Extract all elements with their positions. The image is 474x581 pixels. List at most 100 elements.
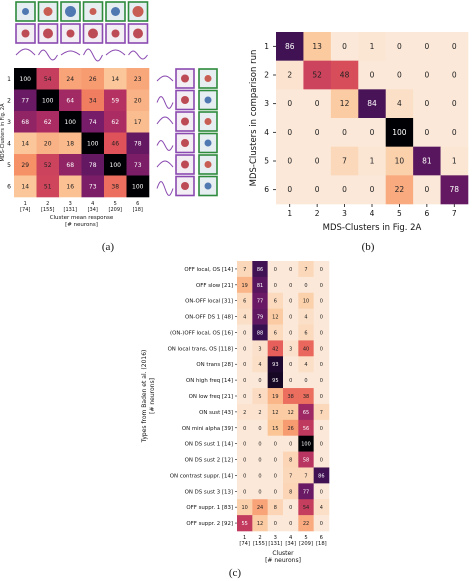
y-tick-label: 2 xyxy=(7,97,11,104)
x-tick-label: 6 xyxy=(320,535,323,541)
y-tick-label: ON high freq [14] xyxy=(186,378,233,384)
cell-value: 7 xyxy=(304,267,307,273)
cell-value: 16 xyxy=(66,183,74,190)
cell-value: 17 xyxy=(134,119,142,126)
cell-value: 0 xyxy=(243,426,246,432)
cell-value: 0 xyxy=(320,330,323,336)
heatmap-cell xyxy=(313,324,330,341)
heatmap-cell xyxy=(303,146,332,176)
heatmap-cell xyxy=(298,372,314,389)
cell-value: 6 xyxy=(274,299,277,305)
cell-value: 34 xyxy=(89,97,97,104)
cell-value: 86 xyxy=(285,42,295,51)
cell-value: 68 xyxy=(21,119,29,126)
heatmap-cell xyxy=(298,419,314,437)
heatmap-cell xyxy=(252,276,268,294)
heatmap-cell xyxy=(330,175,359,205)
heatmap-cell xyxy=(267,261,284,278)
temporal-trace xyxy=(83,48,103,62)
heatmap-cell xyxy=(413,175,441,205)
heatmap-cell xyxy=(252,308,268,325)
heatmap-cell xyxy=(267,419,284,437)
heatmap-cell xyxy=(14,68,37,90)
x-axis-label: Cluster mean response xyxy=(50,215,114,221)
heatmap-cell xyxy=(330,89,359,119)
y-axis-label: MDS-Clusters in Fig. 2A xyxy=(0,103,6,162)
cell-value: 0 xyxy=(320,299,323,305)
heatmap-cell xyxy=(237,419,253,437)
heatmap-cell xyxy=(267,356,284,373)
cell-value: 58 xyxy=(303,458,309,464)
cell-value: 79 xyxy=(257,315,263,321)
cell-value: 0 xyxy=(243,458,246,464)
heatmap-cell xyxy=(276,60,304,90)
cell-value: 74 xyxy=(89,119,97,126)
cell-value: 0 xyxy=(243,362,246,368)
cell-value: 100 xyxy=(42,97,54,104)
heatmap-cell xyxy=(385,146,414,176)
heatmap-cell xyxy=(267,388,284,405)
heatmap-cell xyxy=(267,483,284,500)
cell-value: 0 xyxy=(320,394,323,400)
cell-value: 73 xyxy=(134,162,142,169)
heatmap-cell xyxy=(81,111,105,133)
heatmap-cell xyxy=(237,403,253,421)
cell-value: 77 xyxy=(21,97,29,104)
cell-value: 8 xyxy=(274,505,277,511)
temporal-trace xyxy=(156,180,174,197)
y-tick-label: OFF local, OS [14] xyxy=(184,267,233,273)
heatmap-cell xyxy=(283,388,299,405)
heatmap-cell xyxy=(298,435,314,452)
heatmap-cell xyxy=(267,340,284,357)
cell-value: 0 xyxy=(289,521,292,527)
heatmap-cell xyxy=(298,451,314,468)
heatmap-cell xyxy=(104,154,127,176)
temporal-trace xyxy=(60,50,81,56)
x-tick-label: [155] xyxy=(41,207,54,213)
cell-value: 81 xyxy=(257,283,263,289)
y-axis-label: MDS-Clusters in comparison run xyxy=(249,50,259,187)
cell-value: 0 xyxy=(274,442,277,448)
x-tick-label: [155] xyxy=(253,541,267,547)
cell-value: 6 xyxy=(274,330,277,336)
cell-value: 0 xyxy=(320,315,323,321)
cell-value: 0 xyxy=(315,185,320,194)
x-tick-label: 5 xyxy=(304,535,307,541)
rf-spot xyxy=(22,8,29,15)
heatmap-cell xyxy=(252,499,268,516)
heatmap-cell xyxy=(276,118,304,147)
heatmap-cell xyxy=(126,68,150,90)
x-tick-label: [18] xyxy=(316,541,327,547)
panel-c-heatmap: 7 86 0 0 7 019 81 0 0 0 06 77 6 0 10 04 79 12 0 4 00 88 6 0 6 00 3… xyxy=(141,261,330,564)
heatmap-cell xyxy=(237,451,253,468)
heatmap-cell xyxy=(283,276,299,294)
heatmap-cell xyxy=(303,175,332,205)
x-axis-label: [# neurons] xyxy=(65,222,98,228)
cell-value: 0 xyxy=(342,128,347,137)
heatmap-cell xyxy=(313,356,330,373)
heatmap-cell xyxy=(81,175,105,198)
cell-value: 54 xyxy=(303,505,309,511)
rf-spot xyxy=(89,8,97,15)
heatmap-cell xyxy=(283,292,299,309)
heatmap-cell xyxy=(36,175,60,198)
cell-value: 4 xyxy=(320,505,323,511)
cell-value: 84 xyxy=(367,99,377,108)
cell-value: 0 xyxy=(289,299,292,305)
cell-value: 18 xyxy=(66,140,74,147)
x-tick-label: [34] xyxy=(285,541,296,547)
cell-value: 1 xyxy=(370,157,375,166)
heatmap-cell xyxy=(252,388,268,405)
temporal-trace xyxy=(38,49,58,61)
cell-value: 0 xyxy=(274,458,277,464)
heatmap-cell xyxy=(104,111,127,133)
x-tick-label: [74] xyxy=(239,541,250,547)
heatmap-cell xyxy=(59,175,82,198)
heatmap-cell xyxy=(413,146,441,176)
cell-value: 0 xyxy=(424,99,429,108)
cell-value: 0 xyxy=(397,42,402,51)
cell-value: 0 xyxy=(274,521,277,527)
heatmap-cell xyxy=(440,118,469,147)
cell-value: 7 xyxy=(320,410,323,416)
heatmap-cell xyxy=(330,60,359,90)
